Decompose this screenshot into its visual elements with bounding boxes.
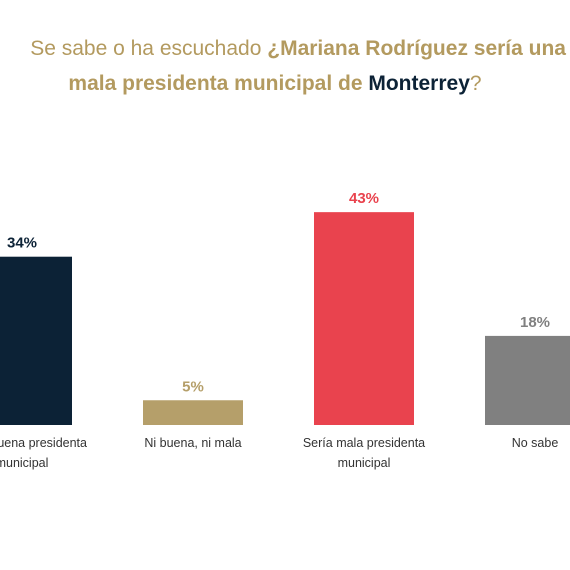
x-tick-label: Ni buena, ni mala <box>144 436 241 450</box>
title-part: mala presidenta municipal de <box>68 72 362 95</box>
value-label: 5% <box>182 378 204 395</box>
chart-title-line: mala presidenta municipal de Monterrey? <box>68 72 481 95</box>
bar <box>314 212 414 425</box>
title-part: ? <box>470 72 482 95</box>
title-part: Monterrey <box>368 72 470 95</box>
x-tick-label: Sería mala presidenta municipal <box>303 436 425 470</box>
title-part: Se sabe o ha escuchado <box>30 37 261 60</box>
x-tick-label: No sabe <box>512 436 559 450</box>
value-label: 18% <box>520 314 550 331</box>
value-label: 43% <box>349 190 379 207</box>
value-label: 34% <box>7 235 37 252</box>
title-part: ¿Mariana Rodríguez sería una <box>267 37 566 60</box>
bar <box>485 335 570 425</box>
bar <box>143 400 243 425</box>
chart-title-line: Se sabe o ha escuchado ¿Mariana Rodrígue… <box>30 37 566 60</box>
bar <box>0 256 72 425</box>
